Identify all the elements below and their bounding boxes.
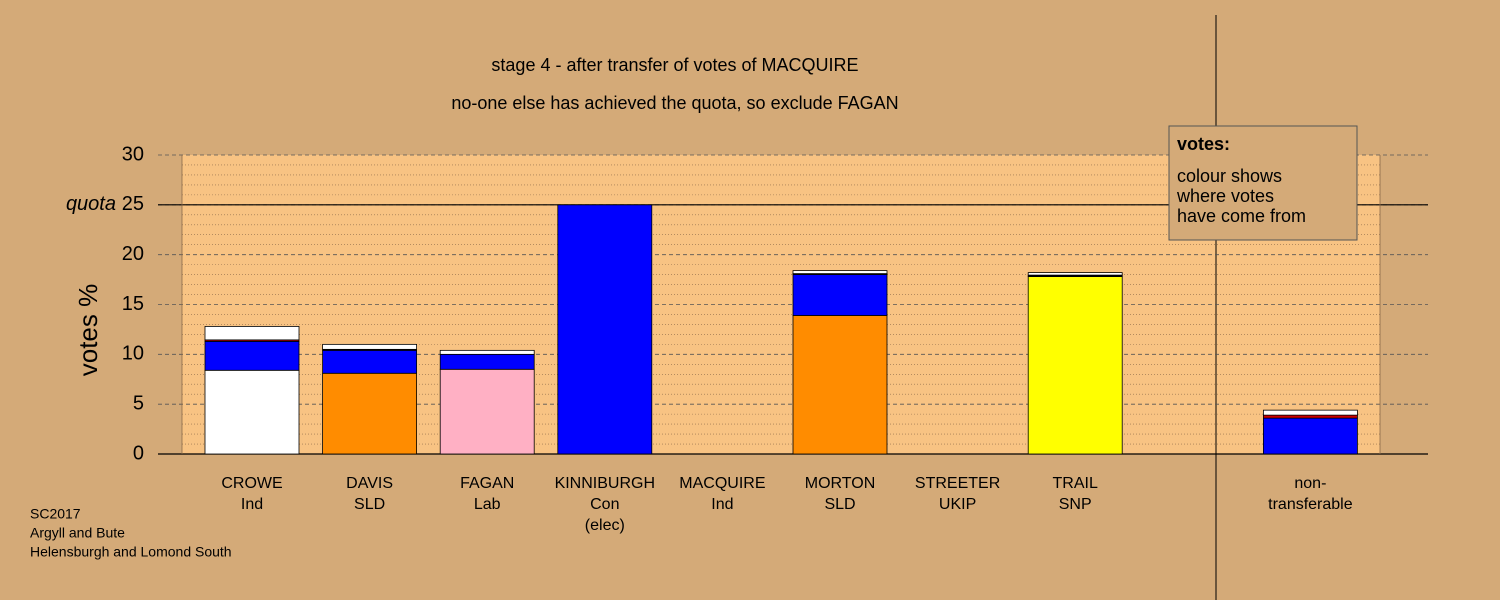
bar-segment [1027,272,1123,276]
bar-segment [1263,414,1358,419]
x-tick-label: Con [590,496,619,513]
bar-segment [322,343,418,350]
chart-subtitle: no-one else has achieved the quota, so e… [451,93,898,113]
bar-segment [557,204,653,455]
bar-segment [1027,276,1123,455]
footer-text: Argyll and Bute [30,525,125,541]
legend-title: votes: [1177,134,1230,154]
bar-segment [1263,409,1358,416]
x-tick-label: SLD [354,496,385,513]
footer-text: Helensburgh and Lomond South [30,544,232,560]
x-tick-label: STREETER [915,475,1000,492]
bar-segment [439,368,535,455]
x-tick-label: Ind [241,496,263,513]
x-tick-label: MACQUIRE [679,475,765,492]
legend-text: colour shows [1177,166,1282,186]
x-tick-label: SNP [1059,496,1092,513]
x-tick-label: KINNIBURGH [555,475,655,492]
y-tick-label: 30 [122,143,144,165]
y-tick-label: 5 [133,392,144,414]
legend-text: have come from [1177,206,1306,226]
y-tick-label: 0 [133,442,144,464]
legend-text: where votes [1176,186,1274,206]
x-tick-label: FAGAN [460,475,514,492]
y-tick-label: 15 [122,293,144,315]
x-tick-label: SLD [824,496,855,513]
y-tick-label: 20 [122,243,144,265]
x-tick-label: DAVIS [346,475,393,492]
bar-segment [1263,417,1358,455]
x-tick-label: MORTON [805,475,876,492]
bar-segment [204,326,300,341]
bar-segment [322,372,418,455]
x-tick-label: (elec) [585,517,625,534]
bar-segment [204,369,300,455]
bar-segment [439,349,535,355]
x-tick-label: UKIP [939,496,976,513]
bar-segment [322,349,418,374]
y-axis-label: votes % [73,284,103,377]
footer-text: SC2017 [30,506,81,522]
x-tick-label: Ind [711,496,733,513]
chart-title: stage 4 - after transfer of votes of MAC… [491,55,858,75]
legend-box [1168,125,1358,241]
y-tick-label: 25 [122,193,144,215]
bar-segment [792,274,888,316]
x-tick-label: non- [1294,475,1326,492]
x-tick-label: Lab [474,496,501,513]
bar-segment [792,315,888,455]
x-tick-label: transferable [1268,496,1353,513]
bar-segment [204,340,300,371]
x-tick-label: CROWE [221,475,282,492]
quota-label: quota [66,193,116,215]
bar-segment [439,353,535,370]
bar-segment [792,270,888,275]
x-tick-label: TRAIL [1053,475,1098,492]
y-tick-label: 10 [122,343,144,365]
